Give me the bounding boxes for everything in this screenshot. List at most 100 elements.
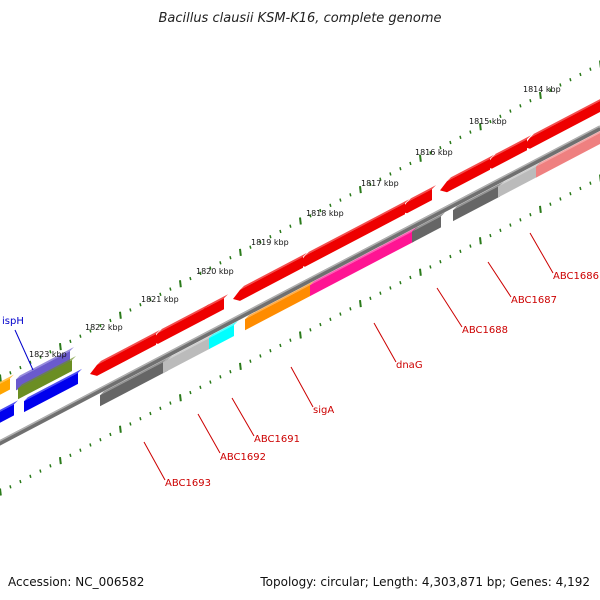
feature-ABC1687[interactable] — [453, 181, 504, 222]
gene-label-ABC1686[interactable]: ABC1686 — [553, 271, 599, 282]
feature-ABC1686[interactable] — [536, 129, 600, 178]
ring-tick — [29, 474, 32, 478]
ring-tick — [439, 260, 442, 264]
genome-title: Bacillus clausii KSM-K16, complete genom… — [158, 11, 441, 26]
feature-orange-edge[interactable] — [0, 374, 14, 400]
ring-tick — [329, 203, 332, 207]
kbp-label-1814: 1814 kbp — [523, 85, 561, 94]
gene-label-ABC1691[interactable]: ABC1691 — [254, 434, 300, 445]
feature-ABC1693[interactable] — [100, 355, 172, 407]
gene-label-ABC1693[interactable]: ABC1693 — [165, 478, 211, 489]
feature-ABC1692-a[interactable] — [151, 304, 209, 344]
ring-tick — [579, 72, 582, 77]
feature-ABC1686-b[interactable] — [498, 161, 542, 198]
ring-tick — [369, 182, 372, 187]
feature-dnaG-a[interactable] — [298, 199, 409, 267]
feature-ABC1691-a[interactable] — [197, 294, 228, 320]
gene-label-ABC1688[interactable]: ABC1688 — [462, 325, 508, 336]
feature-ABC1688[interactable] — [412, 212, 445, 243]
kbp-labels: 1814 kbp 1815 kbp 1816 kbp 1817 kbp 1818… — [29, 85, 561, 359]
ring-tick — [549, 202, 552, 206]
leader-line — [436, 287, 463, 328]
leader-line — [231, 397, 255, 437]
feature-edge-a[interactable] — [523, 97, 600, 149]
ring-tick — [159, 406, 162, 410]
ring-tick — [249, 245, 252, 249]
ring-tick — [199, 385, 202, 390]
feature-track — [0, 97, 600, 428]
ring-tick — [59, 456, 62, 465]
feature-ABC1686-a[interactable] — [485, 135, 531, 169]
ring-tick — [479, 237, 482, 245]
ring-tick — [459, 249, 462, 253]
feature-sigA[interactable] — [245, 281, 314, 331]
ring-tick — [99, 323, 102, 328]
feature-ispH-b[interactable] — [18, 355, 76, 400]
ring-tick — [289, 338, 292, 342]
feature-blue-1[interactable] — [24, 368, 82, 413]
ring-tick — [39, 469, 42, 473]
ring-tick — [349, 307, 352, 311]
ring-tick — [89, 329, 92, 333]
ring-tick — [259, 240, 262, 244]
feature-ABC1688-a[interactable] — [400, 185, 436, 214]
ring-tick — [379, 291, 382, 295]
inner-tick-ring — [0, 174, 600, 496]
ring-tick — [139, 303, 142, 307]
ring-tick — [299, 331, 302, 339]
ring-tick — [289, 224, 292, 228]
feature-sigA-a[interactable] — [233, 252, 307, 301]
ring-tick — [589, 67, 592, 71]
ring-tick — [299, 217, 302, 225]
feature-dnaG[interactable] — [310, 226, 418, 297]
feature-ABC1691[interactable] — [209, 320, 238, 350]
ring-tick — [359, 185, 362, 194]
ring-tick — [369, 296, 372, 301]
feature-ABC1693-a[interactable] — [90, 329, 160, 376]
kbp-label-1820: 1820 kbp — [196, 267, 234, 276]
ring-tick — [169, 401, 172, 405]
ring-tick — [49, 350, 52, 354]
ring-tick — [529, 212, 532, 217]
ring-tick — [589, 181, 592, 185]
ring-tick — [519, 104, 522, 108]
ring-tick — [119, 311, 122, 319]
ring-tick — [429, 151, 432, 155]
gene-label-sigA[interactable]: sigA — [313, 405, 334, 416]
ring-tick — [539, 91, 542, 100]
ring-tick — [449, 254, 452, 259]
ring-tick — [9, 485, 12, 489]
kbp-label-1822: 1822 kbp — [85, 323, 123, 332]
feature-blue-2[interactable] — [0, 400, 18, 428]
ring-tick — [29, 360, 32, 364]
ring-tick — [349, 193, 352, 197]
gene-label-ABC1692[interactable]: ABC1692 — [220, 452, 266, 463]
feature-ABC1692[interactable] — [163, 333, 214, 374]
ring-tick — [399, 280, 402, 285]
ring-tick — [489, 233, 492, 238]
ring-tick — [189, 390, 192, 395]
ring-tick — [0, 374, 2, 382]
kbp-label-1817: 1817 kbp — [361, 179, 399, 188]
ring-tick — [69, 339, 72, 344]
ring-tick — [479, 123, 482, 131]
gene-label-ABC1687[interactable]: ABC1687 — [511, 295, 557, 306]
ring-tick — [199, 271, 202, 276]
ring-tick — [209, 380, 212, 384]
ring-tick — [179, 280, 182, 288]
gene-label-dnaG[interactable]: dnaG — [396, 360, 423, 371]
ring-tick — [459, 135, 462, 139]
gene-label-ispH[interactable]: ispH — [2, 316, 24, 327]
ring-tick — [209, 266, 212, 270]
feature-ABC1687-a[interactable] — [440, 154, 494, 193]
ring-tick — [539, 205, 542, 214]
ring-tick — [509, 223, 512, 227]
ring-tick — [219, 261, 222, 265]
kbp-label-1816: 1816 kbp — [415, 148, 453, 157]
leader-line — [143, 441, 166, 481]
genome-summary-text: Topology: circular; Length: 4,303,871 bp… — [259, 575, 590, 589]
ring-tick — [439, 146, 442, 150]
ring-tick — [379, 177, 382, 181]
ring-tick — [79, 334, 82, 338]
